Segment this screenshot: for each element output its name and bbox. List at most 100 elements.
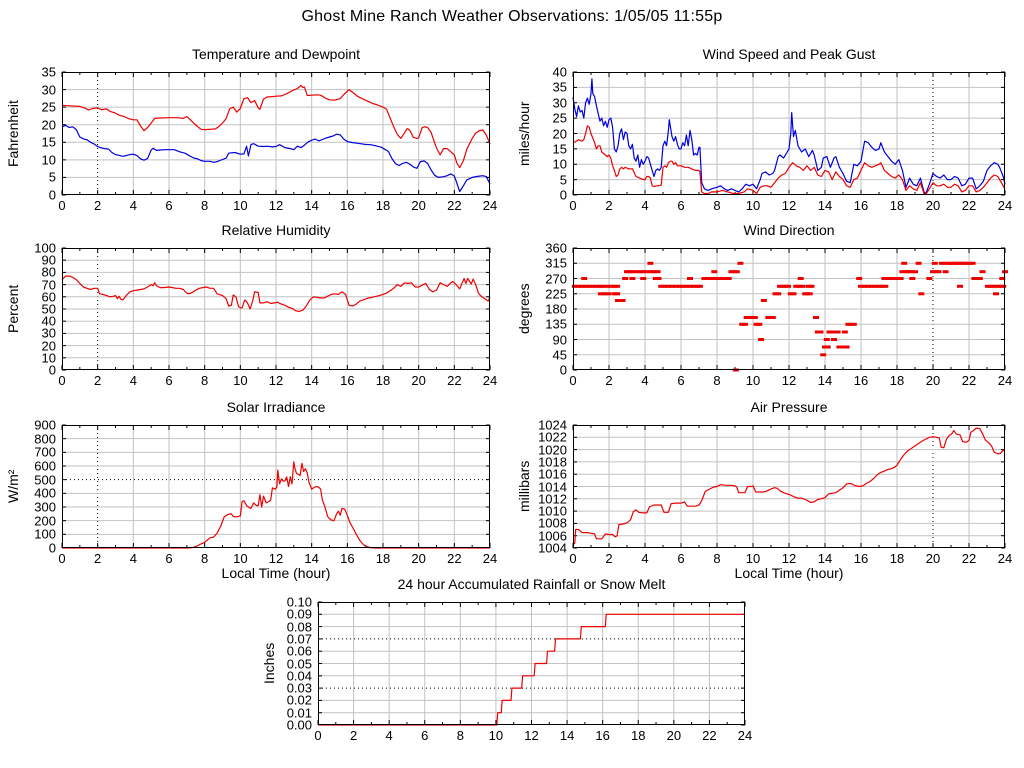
- x-tick-label: 8: [713, 373, 721, 388]
- y-tick-label: 20: [552, 126, 567, 141]
- y-tick-label: 90: [41, 252, 56, 268]
- x-tick-label: 24: [482, 373, 498, 388]
- x-tick-label: 16: [853, 198, 869, 213]
- y-tick-label: 0.03: [286, 680, 312, 696]
- x-tick-label: 20: [666, 728, 682, 743]
- y-tick-label: 270: [545, 271, 567, 286]
- x-tick-label: 18: [375, 198, 391, 213]
- x-tick-label: 10: [745, 551, 761, 566]
- x-tick-label: 6: [165, 198, 173, 213]
- y-tick-label: 25: [41, 99, 56, 115]
- y-tick-label: 0.00: [286, 717, 312, 733]
- chart-wind-direction: Wind Direction degrees 0 2 4 6 8 10 12 14 16 18 20…: [516, 222, 1012, 387]
- x-tick-label: 4: [129, 373, 137, 388]
- x-tick-label: 10: [233, 551, 248, 566]
- x-tick-label: 12: [268, 198, 284, 213]
- plot-area: [61, 247, 491, 371]
- x-tick-label: 20: [411, 373, 426, 388]
- x-tick-label: 12: [781, 373, 797, 388]
- y-tick-label: 1016: [538, 466, 567, 482]
- y-tick-label: 0: [559, 362, 567, 378]
- x-tick-label: 6: [165, 551, 173, 566]
- y-tick-label: 10: [552, 156, 567, 172]
- y-tick-label: 10: [41, 350, 56, 366]
- x-tick-label: 10: [233, 198, 248, 213]
- x-tick-label: 16: [340, 198, 355, 213]
- x-tick-label: 4: [129, 551, 137, 566]
- chart-title: Air Pressure: [750, 399, 828, 415]
- x-tick-label: 8: [201, 373, 209, 388]
- y-tick-label: 1024: [538, 417, 567, 433]
- x-tick-label: 12: [781, 198, 797, 213]
- x-tick-label: 16: [340, 373, 355, 388]
- x-tick-label: 12: [781, 551, 797, 566]
- x-tick-label: 14: [304, 551, 319, 566]
- x-tick-label: 4: [641, 373, 649, 388]
- x-tick-label: 10: [745, 198, 761, 213]
- y-tick-label: 180: [545, 301, 567, 317]
- y-tick-label: 40: [41, 313, 56, 329]
- y-tick-label: 60: [41, 289, 56, 305]
- y-tick-label: 100: [34, 240, 56, 256]
- y-tick-label: 40: [552, 64, 567, 80]
- x-tick-label: 18: [375, 551, 391, 566]
- x-tick-label: 2: [349, 728, 358, 743]
- y-tick-label: 35: [41, 64, 56, 80]
- x-tick-label: 10: [745, 373, 761, 388]
- y-tick-label: 70: [41, 277, 56, 293]
- y-tick-label: 30: [41, 325, 56, 341]
- chart-solar-irradiance: Solar Irradiance W/m² Local Time (hour) …: [5, 399, 497, 581]
- y-tick-label: 0.04: [286, 668, 312, 684]
- x-tick-label: 4: [385, 728, 393, 743]
- x-tick-label: 8: [201, 551, 209, 566]
- plot-area: [572, 71, 1006, 196]
- x-tick-label: 16: [853, 551, 869, 566]
- chart-title: Temperature and Dewpoint: [191, 46, 361, 62]
- y-tick-label: 900: [34, 417, 56, 433]
- y-tick-label: 1020: [538, 442, 567, 458]
- x-tick-label: 0: [58, 373, 66, 388]
- x-tick-label: 22: [961, 373, 977, 388]
- y-tick-label: 45: [552, 347, 567, 363]
- y-tick-label: 100: [34, 526, 56, 542]
- x-tick-label: 18: [889, 373, 905, 388]
- y-tick-label: 1014: [538, 479, 567, 494]
- x-tick-label: 6: [677, 198, 685, 213]
- x-tick-label: 20: [925, 373, 941, 388]
- y-tick-label: 135: [545, 316, 567, 332]
- x-tick-label: 10: [233, 373, 248, 388]
- x-tick-label: 8: [201, 198, 209, 213]
- x-tick-label: 4: [641, 198, 649, 213]
- y-tick-label: 0: [48, 187, 56, 203]
- x-tick-label: 0: [569, 198, 577, 213]
- y-tick-label: 300: [34, 499, 56, 515]
- x-tick-label: 16: [340, 551, 355, 566]
- x-tick-label: 8: [456, 728, 464, 743]
- y-tick-label: 500: [34, 472, 56, 488]
- y-tick-label: 225: [545, 286, 567, 302]
- y-tick-label: 20: [41, 338, 56, 354]
- plot-area: [317, 601, 746, 726]
- x-tick-label: 4: [129, 198, 137, 213]
- x-tick-label: 8: [713, 198, 721, 213]
- y-tick-label: 0.05: [286, 656, 312, 671]
- x-tick-label: 2: [94, 551, 102, 566]
- x-tick-label: 14: [817, 373, 833, 388]
- y-tick-label: 1008: [538, 515, 567, 531]
- x-tick-label: 20: [925, 551, 941, 566]
- y-tick-label: 1010: [538, 503, 567, 519]
- x-tick-label: 14: [559, 728, 575, 743]
- y-tick-label: 30: [552, 95, 567, 111]
- y-tick-label: 0.10: [286, 594, 312, 610]
- x-axis-label: Local Time (hour): [734, 565, 844, 581]
- x-tick-label: 20: [411, 551, 426, 566]
- y-tick-label: 0.08: [286, 619, 312, 635]
- x-tick-label: 2: [94, 198, 102, 213]
- x-tick-label: 12: [268, 551, 284, 566]
- y-tick-label: 5: [559, 172, 567, 188]
- y-tick-label: 800: [34, 431, 56, 447]
- x-tick-label: 0: [569, 551, 577, 566]
- x-tick-label: 22: [447, 373, 462, 388]
